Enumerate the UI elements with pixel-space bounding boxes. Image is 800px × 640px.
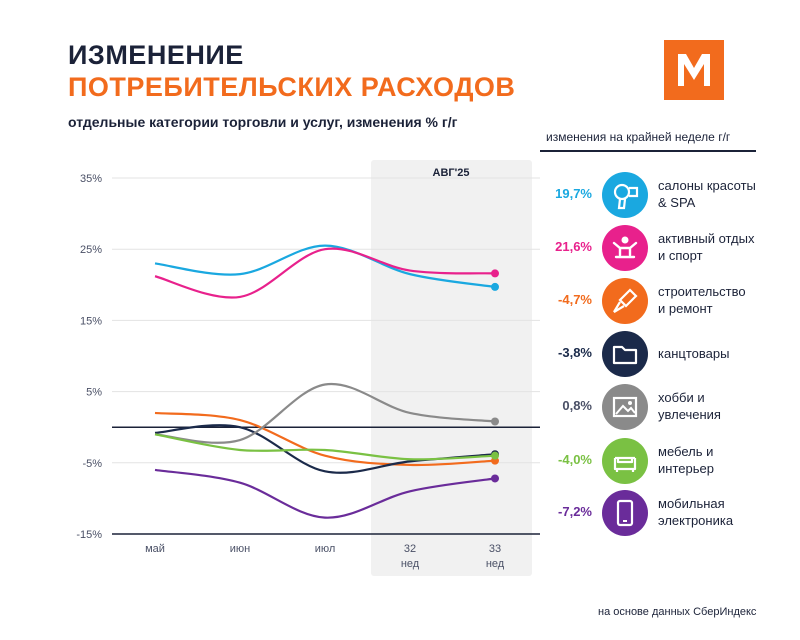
legend-item: -3,8% канцтовары: [540, 331, 780, 377]
source-note: на основе данных СберИндекс: [598, 606, 757, 618]
y-tick-label: -5%: [82, 458, 102, 470]
series-end-point: [491, 451, 499, 460]
x-tick-label-unit: нед: [486, 558, 505, 570]
series-line: [154, 433, 496, 461]
x-tick-label: июл: [315, 543, 336, 555]
legend-item: 19,7% салоны красоты & SPA: [540, 172, 780, 218]
legend-label-line2: и спорт: [658, 248, 703, 263]
y-tick-label: 35%: [80, 173, 102, 185]
phone-icon: [602, 490, 648, 536]
legend-value: -7,2%: [558, 504, 592, 519]
legend-item: -4,0% мебель и интерьер: [540, 438, 780, 484]
legend-label-line1: канцтовары: [658, 346, 730, 361]
legend-value: -4,0%: [558, 452, 592, 467]
legend-label: канцтовары: [658, 345, 788, 362]
series-line: [154, 247, 496, 299]
folder-icon: [602, 331, 648, 377]
legend-header-rule: [540, 150, 756, 152]
legend-label: салоны красоты & SPA: [658, 177, 788, 211]
x-tick-label: 33: [489, 543, 501, 555]
sofa-icon: [602, 438, 648, 484]
legend-label-line2: & SPA: [658, 195, 696, 210]
x-tick-label: май: [145, 543, 165, 555]
series-end-point: [491, 269, 499, 278]
legend-label-line1: хобби и: [658, 390, 705, 405]
highlight-label: АВГ'25: [433, 167, 470, 179]
page-title-line2: ПОТРЕБИТЕЛЬСКИХ РАСХОДОВ: [68, 72, 516, 102]
legend-item: -4,7% строительство и ремонт: [540, 278, 780, 324]
brand-logo: [664, 40, 724, 100]
page-subtitle: отдельные категории торговли и услуг, из…: [68, 114, 458, 130]
legend-label-line1: салоны красоты: [658, 178, 756, 193]
legend-value: 0,8%: [562, 398, 592, 413]
legend-label: хобби и увлечения: [658, 389, 788, 423]
legend-label-line1: строительство: [658, 284, 746, 299]
legend-item: -7,2% мобильная электроника: [540, 490, 780, 536]
series-line: [154, 382, 496, 444]
legend-label-line2: интерьер: [658, 461, 714, 476]
legend-header: изменения на крайней неделе г/г: [546, 130, 731, 144]
legend-label: строительство и ремонт: [658, 283, 788, 317]
y-tick-label: -15%: [76, 529, 102, 541]
legend-item: 21,6% активный отдых и спорт: [540, 225, 780, 271]
series-end-point: [491, 474, 499, 483]
series-line: [154, 411, 496, 467]
legend-label-line2: увлечения: [658, 407, 721, 422]
paint-brush-icon: [602, 278, 648, 324]
logo-m-icon: [678, 54, 710, 86]
y-tick-label: 5%: [86, 387, 102, 399]
series-end-point: [491, 417, 499, 426]
series-line: [154, 468, 496, 519]
x-tick-label-unit: нед: [401, 558, 420, 570]
legend-value: 19,7%: [555, 186, 592, 201]
y-tick-label: 15%: [80, 315, 102, 327]
legend-label-line1: активный отдых: [658, 231, 755, 246]
picture-icon: [602, 384, 648, 430]
sport-icon: [602, 225, 648, 271]
series-line: [154, 244, 496, 289]
page-title-line1: ИЗМЕНЕНИЕ: [68, 40, 244, 70]
legend-label-line2: электроника: [658, 513, 734, 528]
legend-label: мебель и интерьер: [658, 443, 788, 477]
legend-value: 21,6%: [555, 239, 592, 254]
legend-label-line1: мебель и: [658, 444, 714, 459]
legend-value: -3,8%: [558, 345, 592, 360]
series-end-point: [491, 282, 499, 291]
legend-label: активный отдых и спорт: [658, 230, 788, 264]
legend-value: -4,7%: [558, 292, 592, 307]
legend-item: 0,8% хобби и увлечения: [540, 384, 780, 430]
y-tick-label: 25%: [80, 244, 102, 256]
legend-label-line1: мобильная: [658, 496, 725, 511]
legend-label-line2: и ремонт: [658, 301, 713, 316]
x-tick-label: 32: [404, 543, 416, 555]
legend-label: мобильная электроника: [658, 495, 788, 529]
x-tick-label: июн: [230, 543, 250, 555]
hair-dryer-icon: [602, 172, 648, 218]
highlight-band: [371, 160, 532, 576]
